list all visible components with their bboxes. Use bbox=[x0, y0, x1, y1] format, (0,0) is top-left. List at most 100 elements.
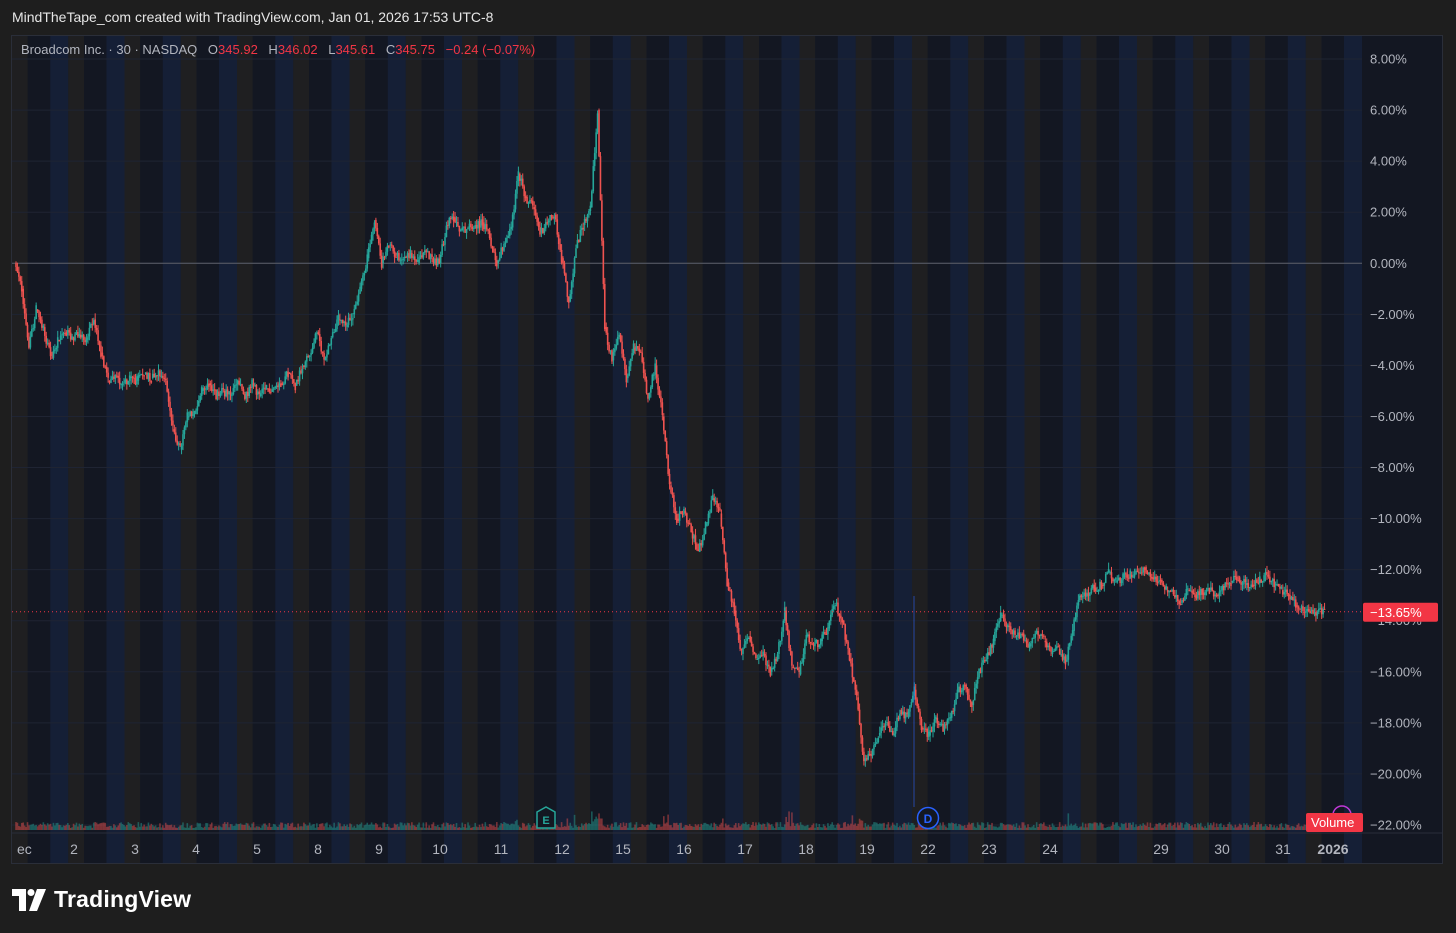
candle-body bbox=[1140, 572, 1143, 574]
volume-bar bbox=[408, 823, 410, 830]
volume-bar bbox=[986, 822, 989, 830]
volume-bar bbox=[598, 813, 600, 830]
volume-bar bbox=[1227, 823, 1229, 830]
volume-bar bbox=[334, 827, 337, 830]
candle-body bbox=[955, 698, 957, 705]
candle-body bbox=[1208, 587, 1211, 594]
candle-body bbox=[876, 742, 878, 744]
candle-body bbox=[948, 718, 950, 720]
candle-body bbox=[861, 737, 864, 752]
candle-body bbox=[707, 513, 710, 524]
last-value-badge bbox=[1363, 602, 1438, 622]
volume-bar bbox=[458, 827, 461, 830]
candle-body bbox=[153, 373, 155, 378]
candle-body bbox=[72, 337, 75, 341]
volume-bar bbox=[442, 822, 445, 830]
candle-body bbox=[241, 384, 243, 390]
volume-bar bbox=[432, 822, 435, 830]
candle-body bbox=[1063, 656, 1065, 660]
volume-bar bbox=[1139, 824, 1142, 830]
volume-bar bbox=[160, 827, 163, 830]
candle-body bbox=[169, 401, 171, 411]
volume-bar bbox=[451, 825, 453, 830]
x-tick-label: 2 bbox=[70, 841, 78, 857]
volume-bar bbox=[675, 822, 678, 830]
candle-body bbox=[1218, 591, 1221, 597]
volume-bar bbox=[1074, 823, 1077, 830]
volume-bar bbox=[23, 825, 26, 830]
regular-session-band bbox=[252, 36, 276, 863]
candle-body bbox=[650, 387, 652, 393]
volume-bar bbox=[271, 826, 274, 830]
candle-body bbox=[691, 531, 694, 539]
candle-body bbox=[743, 644, 746, 648]
volume-bar bbox=[78, 823, 81, 830]
volume-bar bbox=[1047, 826, 1049, 830]
volume-bar bbox=[1172, 824, 1175, 830]
candle-body bbox=[889, 726, 891, 732]
price-chart[interactable]: 8.00%6.00%4.00%2.00%0.00%−2.00%−4.00%−6.… bbox=[12, 36, 1442, 863]
volume-bar bbox=[1145, 825, 1147, 830]
candle-body bbox=[779, 641, 782, 643]
volume-bar bbox=[85, 825, 88, 830]
premarket-band bbox=[574, 36, 591, 863]
regular-session-band bbox=[984, 36, 1007, 863]
volume-bar bbox=[913, 824, 916, 830]
candle-body bbox=[1162, 582, 1165, 587]
candle-body bbox=[434, 258, 436, 264]
volume-bar bbox=[1182, 827, 1185, 830]
candle-body bbox=[259, 393, 262, 397]
volume-bar bbox=[84, 825, 86, 830]
candle-body bbox=[425, 250, 428, 252]
candle-body bbox=[1178, 601, 1180, 605]
volume-bar bbox=[1004, 825, 1006, 830]
volume-bar bbox=[1153, 826, 1156, 830]
tradingview-logo[interactable]: TradingView bbox=[12, 886, 191, 913]
candle-body bbox=[41, 319, 43, 328]
premarket-band bbox=[68, 36, 84, 863]
candle-body bbox=[281, 383, 284, 386]
volume-bar bbox=[680, 822, 682, 830]
candle-body bbox=[215, 389, 217, 400]
volume-bar bbox=[192, 827, 194, 830]
volume-badge bbox=[1306, 813, 1363, 832]
chart-panel[interactable]: 8.00% 6.00% 4.00% 2.00% 0.00% −2.00% −4.00% −6.… bbox=[11, 35, 1443, 864]
volume-bar bbox=[889, 827, 891, 830]
candle-body bbox=[850, 659, 852, 664]
candle-body bbox=[389, 244, 392, 246]
candle-body bbox=[1204, 591, 1206, 596]
volume-bar bbox=[290, 823, 292, 830]
volume-bar bbox=[92, 822, 95, 830]
candle-body bbox=[454, 217, 456, 223]
volume-bar bbox=[74, 825, 76, 830]
overnight-band bbox=[1175, 36, 1194, 863]
candle-body bbox=[252, 383, 255, 386]
overnight-band bbox=[669, 36, 687, 863]
volume-bar bbox=[978, 824, 980, 830]
candle-body bbox=[788, 630, 790, 649]
volume-bar bbox=[1024, 825, 1026, 830]
candle-body bbox=[532, 200, 534, 206]
volume-bar bbox=[1155, 823, 1157, 830]
candle-body bbox=[350, 319, 353, 321]
candle-body bbox=[190, 411, 193, 416]
premarket-band bbox=[743, 36, 759, 863]
candle-body bbox=[147, 373, 150, 379]
candle-body bbox=[625, 369, 628, 383]
volume-bar bbox=[349, 823, 351, 830]
volume-bar bbox=[504, 822, 507, 830]
dividend-marker-icon[interactable] bbox=[916, 806, 940, 830]
candle-body bbox=[1153, 576, 1156, 580]
volume-bar bbox=[426, 827, 429, 830]
volume-bar bbox=[937, 825, 940, 830]
y-tick-label: 4.00% bbox=[1370, 154, 1407, 169]
candle-body bbox=[393, 251, 396, 257]
earnings-marker-icon[interactable] bbox=[536, 806, 556, 829]
volume-bar bbox=[1132, 822, 1134, 830]
volume-bar bbox=[1056, 827, 1058, 830]
volume-bar bbox=[130, 824, 132, 830]
candle-body bbox=[720, 513, 723, 527]
candle-body bbox=[1051, 651, 1054, 654]
candle-body bbox=[117, 375, 120, 378]
candle-body bbox=[809, 642, 812, 644]
